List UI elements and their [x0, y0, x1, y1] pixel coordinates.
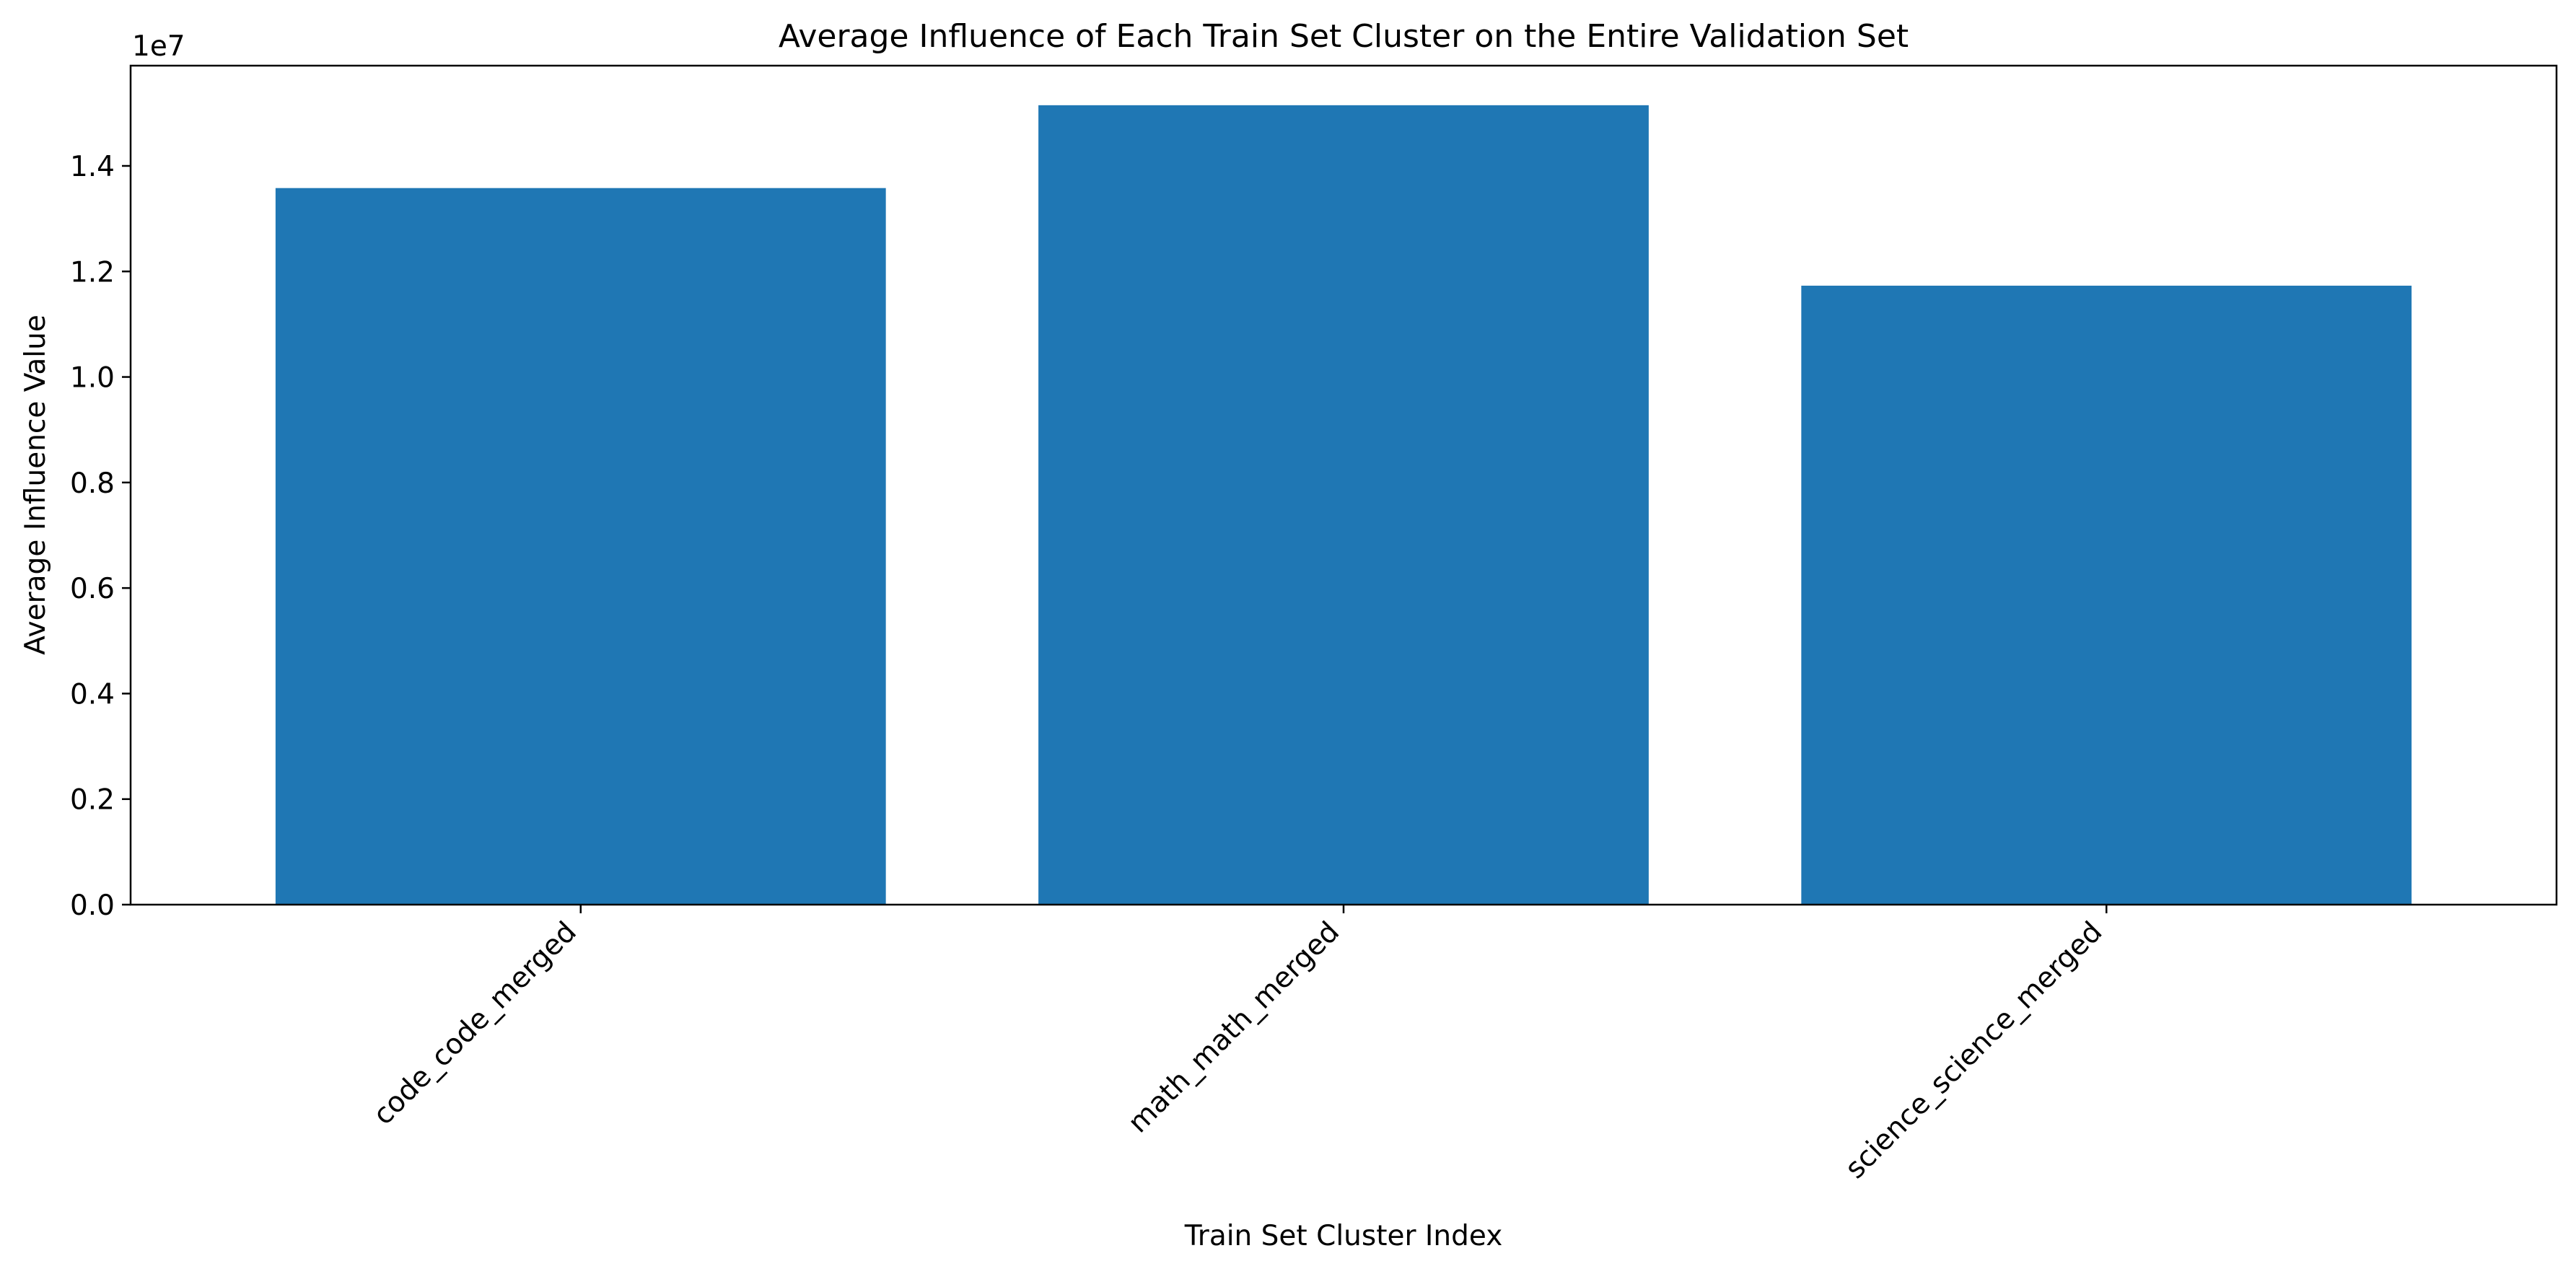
- chart-title: Average Influence of Each Train Set Clus…: [779, 18, 1909, 55]
- y-axis-label: Average Influence Value: [19, 315, 52, 655]
- bars-group: [275, 105, 2412, 905]
- plot-frame: [129, 64, 2558, 906]
- y-tick-label: 1.4: [70, 151, 115, 183]
- y-ticks-group: 0.0 0.2 0.4 0.6 0.8 1.0 1.2 1.4: [70, 151, 131, 922]
- y-tick-label: 1.2: [70, 256, 115, 289]
- y-axis-offset-label: 1e7: [132, 30, 185, 63]
- y-tick-label: 0.6: [70, 573, 115, 605]
- y-tick-label: 1.0: [70, 362, 115, 395]
- x-axis-label: Train Set Cluster Index: [1184, 1220, 1503, 1252]
- y-tick-label: 0.4: [70, 678, 115, 711]
- y-tick-label: 0.2: [70, 784, 115, 817]
- y-tick-label: 0.0: [70, 889, 115, 922]
- y-tick-label: 0.8: [70, 467, 115, 500]
- bar-math_math_merged: [1038, 105, 1649, 905]
- bar-science_science_merged: [1801, 286, 2412, 905]
- bar-code_code_merged: [275, 188, 886, 905]
